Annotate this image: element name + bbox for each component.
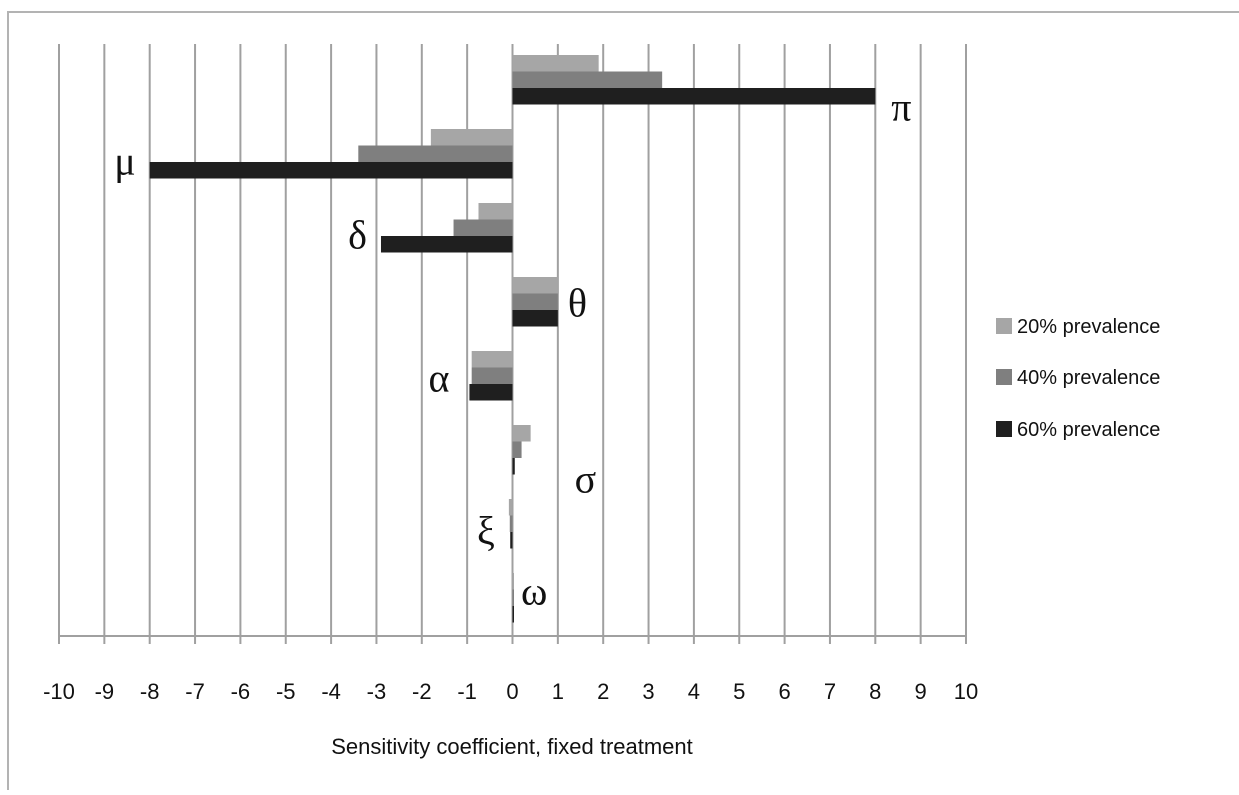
x-tick-label: 2 [597, 679, 609, 704]
x-tick-label: 10 [954, 679, 978, 704]
x-tick-label: -10 [43, 679, 75, 704]
bar [430, 129, 513, 146]
x-axis-label: Sensitivity coefficient, fixed treatment [331, 734, 693, 759]
legend-label: 20% prevalence [1017, 316, 1160, 338]
x-tick-label: 0 [506, 679, 518, 704]
chart-border [7, 11, 1239, 790]
bar [512, 425, 531, 442]
x-tick-label: -5 [276, 679, 296, 704]
x-tick-label: 5 [733, 679, 745, 704]
bar [471, 367, 513, 384]
bar [149, 162, 513, 179]
bar [512, 606, 514, 623]
legend-label: 60% prevalence [1017, 419, 1160, 441]
bar [508, 499, 513, 516]
bar [358, 145, 513, 162]
bar [512, 88, 876, 105]
category-label: δ [348, 212, 367, 257]
bar [380, 236, 513, 253]
x-tick-label: 8 [869, 679, 881, 704]
category-label: α [428, 355, 449, 400]
bar [510, 532, 513, 549]
bar [478, 203, 513, 220]
bar [509, 515, 513, 532]
x-tick-label: 3 [642, 679, 654, 704]
category-labels: π μ δ θ α σ ξω [114, 84, 911, 613]
category-label: θ [568, 280, 587, 325]
bar [512, 441, 522, 458]
category-label: ξ [477, 508, 495, 553]
x-tick-label: -7 [185, 679, 205, 704]
bars [149, 55, 876, 623]
x-tick-label: -1 [457, 679, 477, 704]
bar [512, 277, 558, 294]
bar [512, 589, 514, 606]
x-tick-label: -8 [140, 679, 160, 704]
x-tick-label: -6 [231, 679, 251, 704]
x-tick-label: -2 [412, 679, 432, 704]
category-label: σ [575, 456, 597, 501]
category-label: μ [114, 138, 135, 183]
category-label: π [891, 84, 911, 129]
x-tick-label: 4 [688, 679, 700, 704]
bar [469, 384, 513, 401]
legend: 20% prevalence 40% prevalence 60% prevalen… [996, 316, 1160, 441]
legend-swatch [996, 369, 1012, 385]
legend-swatch [996, 318, 1012, 334]
bar [512, 573, 514, 590]
bar [512, 71, 663, 88]
x-tick-label: 7 [824, 679, 836, 704]
category-label: ω [521, 568, 547, 613]
x-tick-label: 1 [552, 679, 564, 704]
x-tick-label: 9 [915, 679, 927, 704]
legend-label: 40% prevalence [1017, 367, 1160, 389]
bar [512, 458, 515, 475]
x-tick-label: -9 [95, 679, 115, 704]
bar [512, 55, 599, 72]
legend-swatch [996, 421, 1012, 437]
bar [453, 219, 513, 236]
x-tick-label: -3 [367, 679, 387, 704]
x-tick-label: -4 [321, 679, 341, 704]
x-tick-label: 6 [778, 679, 790, 704]
bar [471, 351, 513, 368]
x-axis: -10 -9 -8 -7 -6 -5 -4 -3 -2 -1 0 1 2 3 4 5 6 7 8 9 10 [43, 635, 978, 704]
bar [512, 293, 558, 310]
bar [512, 310, 558, 327]
